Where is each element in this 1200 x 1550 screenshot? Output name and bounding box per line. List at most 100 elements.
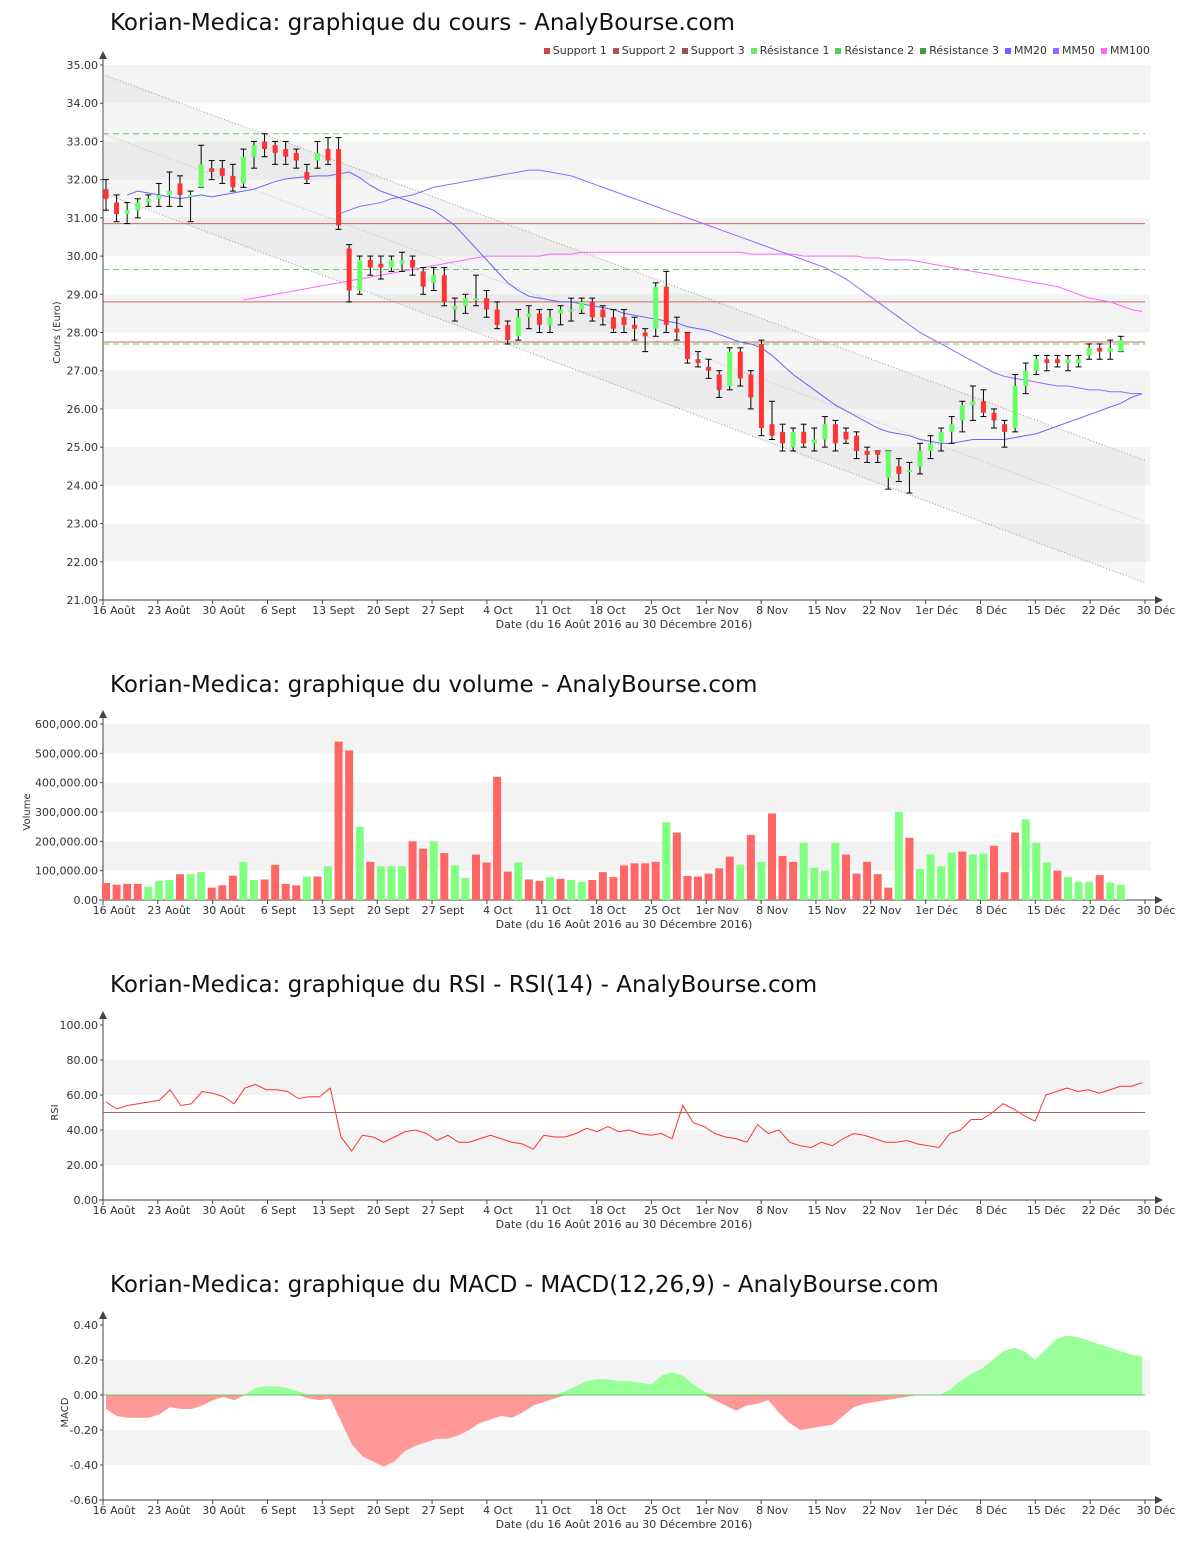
x-tick-label: 27 Sept <box>422 1204 465 1217</box>
grid-band <box>103 447 1150 486</box>
volume-bar-down <box>524 879 533 900</box>
y-tick-label: 600,000.00 <box>35 718 98 731</box>
y-tick-label: 200,000.00 <box>35 835 98 848</box>
y-tick-label: 34.00 <box>67 97 99 110</box>
legend-item: Résistance 2 <box>835 44 914 57</box>
y-tick-label: 0.00 <box>74 1389 99 1402</box>
candle-up <box>928 443 934 451</box>
candle-up <box>959 405 965 421</box>
volume-bar-down <box>419 848 428 900</box>
x-tick-label: 4 Oct <box>483 904 513 917</box>
x-axis-arrow <box>1155 1196 1163 1204</box>
candle-up <box>822 424 828 440</box>
candle-up <box>579 301 585 310</box>
volume-bar-down <box>123 883 132 900</box>
grid-band <box>103 65 1150 104</box>
y-tick-label: 300,000.00 <box>35 806 98 819</box>
x-tick-label: 22 Déc <box>1082 1204 1121 1217</box>
x-tick-label: 30 Déc <box>1137 1504 1176 1517</box>
x-tick-label: 6 Sept <box>261 604 297 617</box>
grid-band <box>103 217 1150 257</box>
volume-bar-down <box>366 861 375 900</box>
candle-down <box>716 374 722 390</box>
volume-bar-down <box>133 883 142 900</box>
candle-down <box>346 248 352 291</box>
volume-bar-up <box>1042 862 1051 900</box>
volume-bar-down <box>620 865 628 900</box>
x-tick-label: 27 Sept <box>422 604 465 617</box>
candle-down <box>114 202 120 215</box>
candle-down <box>991 412 997 421</box>
candle-up <box>166 191 172 195</box>
y-tick-label: 0.00 <box>74 894 99 907</box>
x-tick-label: 11 Oct <box>534 904 571 917</box>
candle-down <box>505 324 511 341</box>
candle-down <box>484 298 490 310</box>
x-tick-label: 11 Oct <box>534 1204 571 1217</box>
volume-bar-down <box>778 856 787 900</box>
y-tick-label: 25.00 <box>67 441 99 454</box>
x-tick-label: 18 Oct <box>589 1204 626 1217</box>
candle-down <box>843 431 849 440</box>
candle-up <box>790 431 796 448</box>
x-tick-label: 13 Sept <box>312 904 355 917</box>
y-tick-label: 0.20 <box>74 1354 99 1367</box>
y-tick-label: 31.00 <box>67 212 99 225</box>
volume-bar-down <box>493 776 502 900</box>
volume-bar-up <box>567 880 576 900</box>
volume-bar-up <box>144 886 153 900</box>
legend-swatch <box>543 47 550 54</box>
legend-swatch <box>612 47 619 54</box>
candle-down <box>632 324 638 329</box>
candle-up <box>558 309 564 314</box>
candle-up <box>885 450 891 478</box>
candle-up <box>515 317 521 337</box>
y-tick-label: 24.00 <box>67 479 99 492</box>
mm50-line <box>338 169 1142 395</box>
x-tick-label: 8 Déc <box>976 1504 1008 1517</box>
volume-bar-up <box>250 880 258 900</box>
volume-bar-up <box>1074 881 1083 900</box>
volume-bar-down <box>651 861 660 900</box>
volume-bar-down <box>281 883 290 900</box>
legend-swatch <box>681 47 688 54</box>
candle-down <box>706 366 712 371</box>
price-chart-title: Korian-Medica: graphique du cours - Anal… <box>110 10 735 36</box>
volume-bar-down <box>1095 875 1104 900</box>
macd-chart-title: Korian-Medica: graphique du MACD - MACD(… <box>110 1272 939 1298</box>
candle-up <box>473 298 479 301</box>
candle-up <box>970 401 976 406</box>
volume-bar-down <box>715 868 724 900</box>
legend-item: Résistance 3 <box>920 44 999 57</box>
y-tick-label: 35.00 <box>67 59 99 72</box>
candle-up <box>949 424 955 432</box>
candle-down <box>769 424 775 436</box>
rsi-chart-title: Korian-Medica: graphique du RSI - RSI(14… <box>110 972 818 998</box>
y-tick-label: -0.20 <box>70 1424 98 1437</box>
legend-label: Résistance 3 <box>929 44 1000 57</box>
volume-bar-down <box>990 845 998 900</box>
volume-bar-down <box>271 864 280 900</box>
candle-up <box>1023 370 1029 386</box>
volume-chart: 600,000.00 500,000.00 400,000.00 300,000.00… <box>22 710 1176 931</box>
x-tick-label: 1er Déc <box>915 604 958 617</box>
legend-item: Support 3 <box>681 44 745 57</box>
x-axis-title: Date (du 16 Août 2016 au 30 Décembre 201… <box>496 1218 753 1231</box>
x-tick-label: 18 Oct <box>589 1504 626 1517</box>
candle-up <box>452 305 458 310</box>
volume-bar-down <box>176 874 184 900</box>
volume-bar-up <box>197 872 206 900</box>
x-tick-label: 18 Oct <box>589 904 626 917</box>
grid-band <box>103 370 1150 409</box>
volume-bar-down <box>789 861 798 900</box>
x-tick-label: 30 Déc <box>1137 904 1176 917</box>
x-tick-label: 22 Nov <box>862 904 901 917</box>
x-tick-label: 30 Déc <box>1137 604 1176 617</box>
candle-down <box>283 149 289 157</box>
y-tick-label: 33.00 <box>67 135 99 148</box>
volume-bar-up <box>1021 819 1030 900</box>
candle-down <box>262 141 268 150</box>
volume-bar-up <box>926 854 935 900</box>
candle-up <box>1076 359 1082 364</box>
candle-up <box>314 152 320 161</box>
